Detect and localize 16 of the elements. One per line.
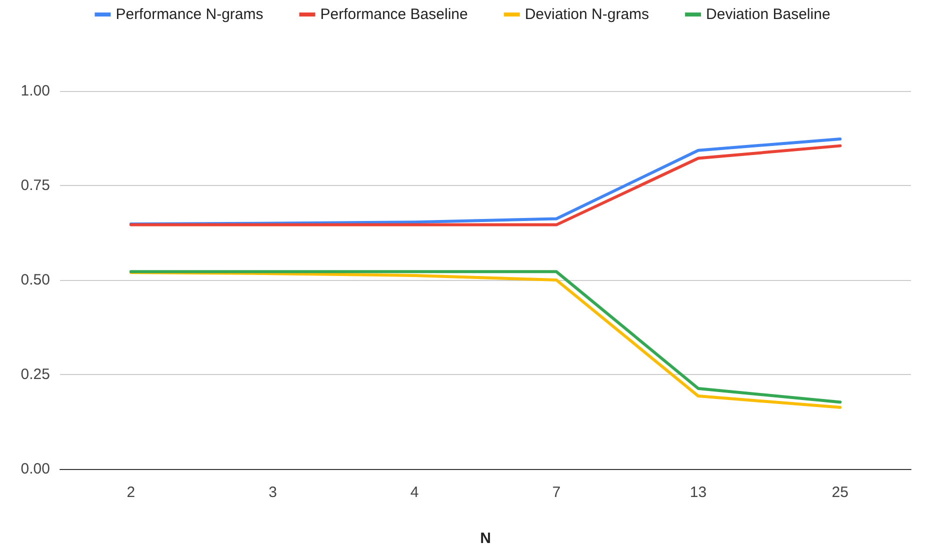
x-tick-label: 3 [268,484,277,501]
x-tick-label: 7 [552,484,561,501]
y-tick-label: 0.25 [20,366,50,383]
y-tick-label: 0.00 [20,460,50,478]
y-tick-label: 1.00 [20,82,50,100]
x-tick-label: 25 [832,484,848,501]
legend-label: Deviation Baseline [706,6,830,23]
x-tick-label: 4 [410,484,419,501]
legend-label: Performance N-grams [116,6,264,23]
y-tick-label: 0.50 [20,272,50,288]
x-axis-title: N [480,530,491,547]
x-tick-label: 13 [690,484,707,501]
x-tick-label: 2 [126,484,136,501]
y-tick-label: 0.75 [20,177,50,194]
legend-label: Performance Baseline [320,6,468,23]
legend-label: Deviation N-grams [524,6,650,23]
